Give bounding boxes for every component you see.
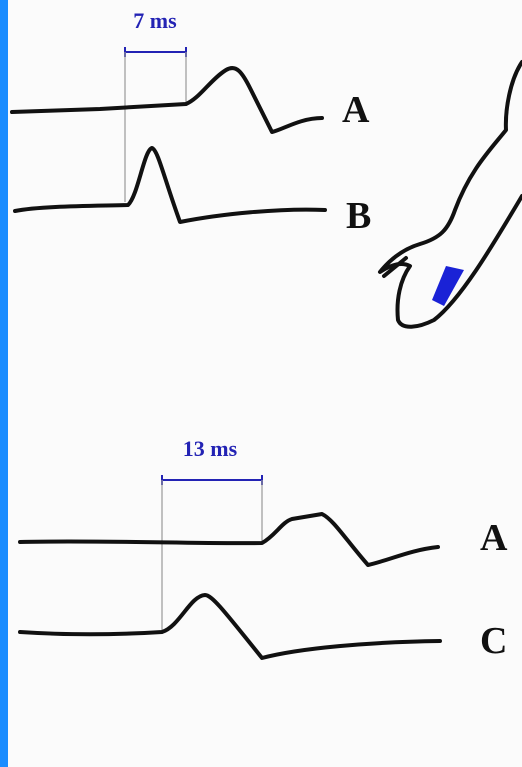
leg-drawing bbox=[378, 60, 522, 329]
toe-outline bbox=[382, 256, 408, 278]
interval-label: 13 ms bbox=[183, 436, 238, 461]
electrode-patch bbox=[432, 266, 464, 306]
top-panel: 7 ms A B bbox=[10, 8, 371, 237]
trace-label: A bbox=[480, 517, 508, 559]
side-strip bbox=[0, 0, 8, 767]
trace-label: B bbox=[346, 195, 371, 237]
waveform bbox=[18, 512, 440, 567]
leg-outline bbox=[378, 60, 522, 329]
bottom-panel: 13 ms A C bbox=[18, 436, 508, 662]
waveform bbox=[13, 146, 327, 224]
trace-label: A bbox=[342, 89, 370, 131]
interval-label: 7 ms bbox=[133, 8, 177, 33]
waveform bbox=[18, 593, 442, 660]
waveform bbox=[10, 66, 324, 134]
trace-label: C bbox=[480, 620, 507, 662]
